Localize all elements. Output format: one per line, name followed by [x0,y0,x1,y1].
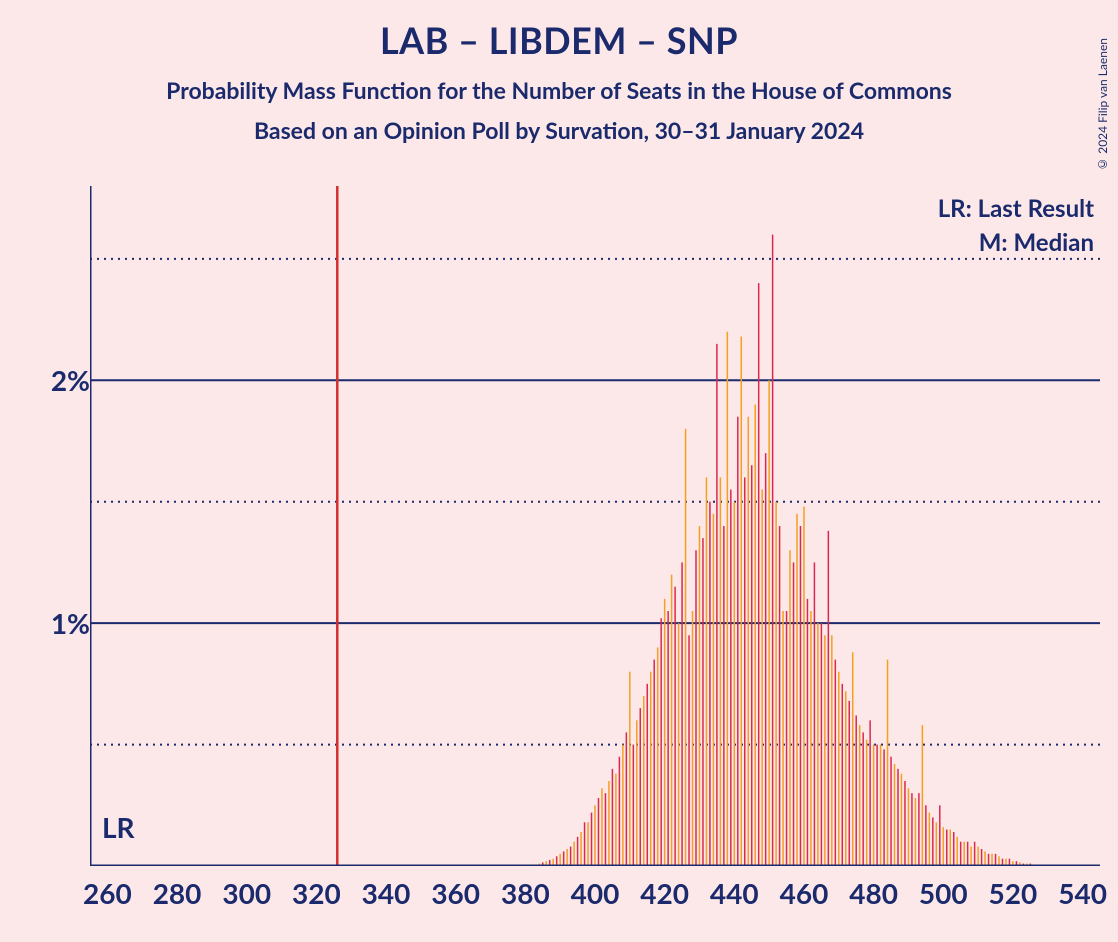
x-tick-label: 360 [431,876,480,910]
x-tick-label: 260 [83,876,132,910]
x-tick-label: 400 [571,876,620,910]
chart-svg [90,186,1100,866]
legend-median: M: Median [979,228,1094,257]
lr-marker-label: LR [102,810,135,844]
chart-subtitle2: Based on an Opinion Poll by Survation, 3… [0,116,1118,144]
y-tick-label: 1% [10,606,90,640]
y-tick-label: 2% [10,363,90,397]
chart-title: LAB – LIBDEM – SNP [0,18,1118,62]
copyright-text: © 2024 Filip van Laenen [1095,38,1110,172]
x-tick-label: 520 [989,876,1038,910]
x-tick-label: 460 [780,876,829,910]
chart-plot-area [90,186,1100,866]
x-tick-label: 340 [362,876,411,910]
x-tick-label: 480 [849,876,898,910]
x-tick-label: 280 [153,876,202,910]
legend-last-result: LR: Last Result [938,194,1094,223]
x-tick-label: 420 [640,876,689,910]
x-tick-label: 540 [1058,876,1107,910]
x-tick-label: 320 [292,876,341,910]
x-tick-label: 500 [919,876,968,910]
chart-subtitle: Probability Mass Function for the Number… [0,76,1118,104]
x-tick-label: 440 [710,876,759,910]
x-tick-label: 380 [501,876,550,910]
x-tick-label: 300 [222,876,271,910]
